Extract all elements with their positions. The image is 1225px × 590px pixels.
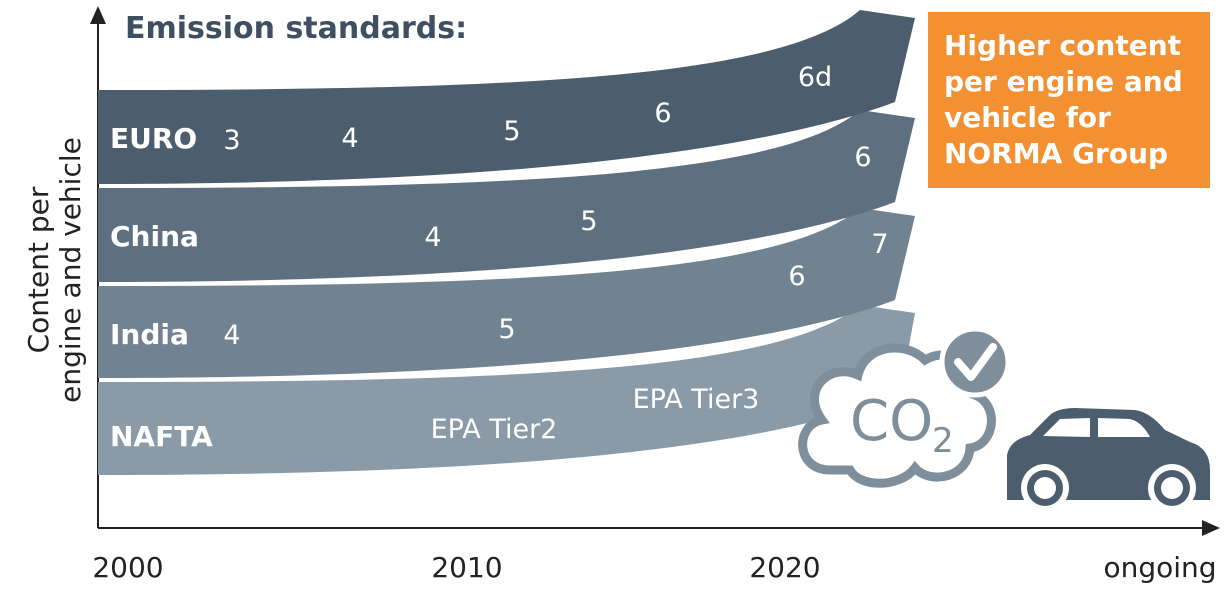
band-name: China: [110, 220, 199, 253]
stage: 3: [223, 125, 240, 156]
title: Emission standards:: [125, 11, 467, 46]
stage: 4: [424, 222, 441, 253]
stage: EPA Tier2: [431, 414, 558, 445]
callout-text: per engine and: [944, 65, 1183, 98]
car-icon: [1007, 408, 1210, 512]
band-name: India: [110, 318, 189, 351]
x-label: 2000: [92, 551, 163, 584]
stage: 5: [498, 314, 515, 345]
y-axis-label: Content per: [22, 186, 55, 353]
stage: 6: [654, 98, 671, 129]
callout-text: vehicle for: [944, 101, 1111, 134]
stage: 7: [871, 229, 888, 260]
stage: 6d: [798, 62, 832, 93]
x-label: 2010: [431, 551, 502, 584]
co2-label: CO: [850, 389, 933, 454]
x-label: 2020: [749, 551, 820, 584]
stage: EPA Tier3: [633, 384, 760, 415]
diagram: Emission standards: Content per engine a…: [0, 0, 1225, 586]
stage: 6: [854, 142, 871, 173]
stage: 5: [580, 206, 597, 237]
stage: 5: [503, 116, 520, 147]
stage: 4: [223, 320, 240, 351]
stage: 6: [788, 261, 805, 292]
band-name: NAFTA: [110, 420, 213, 453]
callout-text: Higher content: [944, 29, 1181, 62]
band-name: EURO: [110, 122, 197, 155]
co2-subscript: 2: [932, 421, 954, 461]
callout-text: NORMA Group: [944, 137, 1168, 170]
stage: 4: [341, 123, 358, 154]
y-axis-label: engine and vehicle: [54, 137, 87, 403]
x-label: ongoing: [1103, 551, 1216, 584]
